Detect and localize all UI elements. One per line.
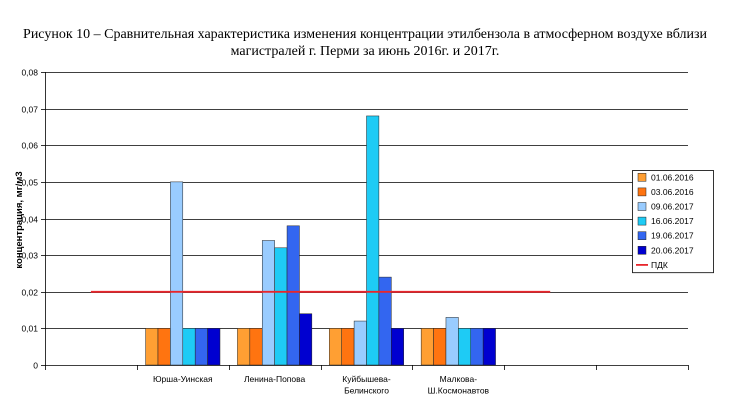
x-tick-label: Ленина-Попова xyxy=(244,374,306,384)
y-tick-label: 0,08 xyxy=(21,68,38,78)
bar xyxy=(378,276,392,366)
legend-item: 03.06.2016 xyxy=(637,187,694,197)
bar xyxy=(433,328,447,366)
chart-title-line: магистралей г. Перми за июнь 2016г. и 20… xyxy=(230,44,500,59)
legend-label: 03.06.2016 xyxy=(651,187,694,197)
legend-item: 09.06.2017 xyxy=(637,202,694,212)
legend-item: 19.06.2017 xyxy=(637,231,694,241)
legend-swatch xyxy=(637,216,647,226)
y-axis: 0 0,01 0,02 0,03 0,04 0,05 0,06 0,07 0,08 xyxy=(21,68,46,371)
y-tick-label: 0 xyxy=(33,361,38,371)
y-axis-label: концентрация, мг/м3 xyxy=(14,171,25,268)
bar xyxy=(170,181,184,366)
bar xyxy=(445,317,459,366)
legend-label: 01.06.2016 xyxy=(651,172,694,182)
bar xyxy=(391,328,404,366)
x-tick-label: Малкова-Ш.Космонавтов xyxy=(428,374,490,396)
bar xyxy=(207,328,221,366)
y-tick-label: 0,05 xyxy=(21,178,38,188)
y-tick-label: 0,01 xyxy=(21,324,38,334)
bar xyxy=(341,328,355,366)
x-tick-label: Куйбышева-Белинского xyxy=(342,374,391,396)
y-tick-label: 0,03 xyxy=(21,251,38,261)
bar xyxy=(470,328,484,366)
bar xyxy=(182,328,196,366)
legend: 01.06.2016 03.06.2016 09.06.2017 16.06.2017… xyxy=(632,170,714,274)
bar xyxy=(145,328,159,366)
bar xyxy=(353,320,367,366)
y-tick-label: 0,06 xyxy=(21,141,38,151)
x-tick-label: Юрша-Уинская xyxy=(153,374,213,384)
bar xyxy=(482,328,496,366)
y-tick-label: 0,07 xyxy=(21,105,38,115)
bar xyxy=(458,328,472,366)
bars xyxy=(145,115,496,366)
bar xyxy=(194,328,208,366)
bar xyxy=(249,328,263,366)
y-tick-label: 0,02 xyxy=(21,288,38,298)
legend-swatch xyxy=(637,231,647,240)
bar xyxy=(237,328,251,366)
legend-label: 09.06.2017 xyxy=(651,202,694,212)
legend-label: 19.06.2017 xyxy=(651,231,694,241)
bar xyxy=(286,225,300,366)
legend-swatch xyxy=(637,173,647,182)
legend-item: 01.06.2016 xyxy=(637,172,694,182)
legend-item: ПДК xyxy=(636,260,668,270)
y-tick-label: 0,04 xyxy=(21,215,38,225)
legend-label: ПДК xyxy=(651,260,668,270)
legend-swatch xyxy=(637,246,647,255)
bar xyxy=(329,328,342,366)
bar xyxy=(274,247,288,366)
legend-item: 16.06.2017 xyxy=(637,216,694,226)
chart-title: Рисунок 10 – Сравнительная характеристик… xyxy=(0,26,730,60)
legend-label: 16.06.2017 xyxy=(651,216,694,226)
legend-swatch xyxy=(637,202,647,211)
chart-title-line: Рисунок 10 – Сравнительная характеристик… xyxy=(23,27,707,42)
bar xyxy=(420,328,434,366)
legend-item: 20.06.2017 xyxy=(637,245,694,255)
x-axis: Юрша-Уинская Ленина-Попова Куйбышева-Белин… xyxy=(45,365,689,396)
bar xyxy=(366,115,380,366)
legend-label: 20.06.2017 xyxy=(651,245,694,255)
bar xyxy=(157,328,171,366)
legend-swatch xyxy=(637,187,647,197)
gridlines xyxy=(45,72,688,366)
bar xyxy=(299,313,313,366)
bar xyxy=(261,240,275,366)
